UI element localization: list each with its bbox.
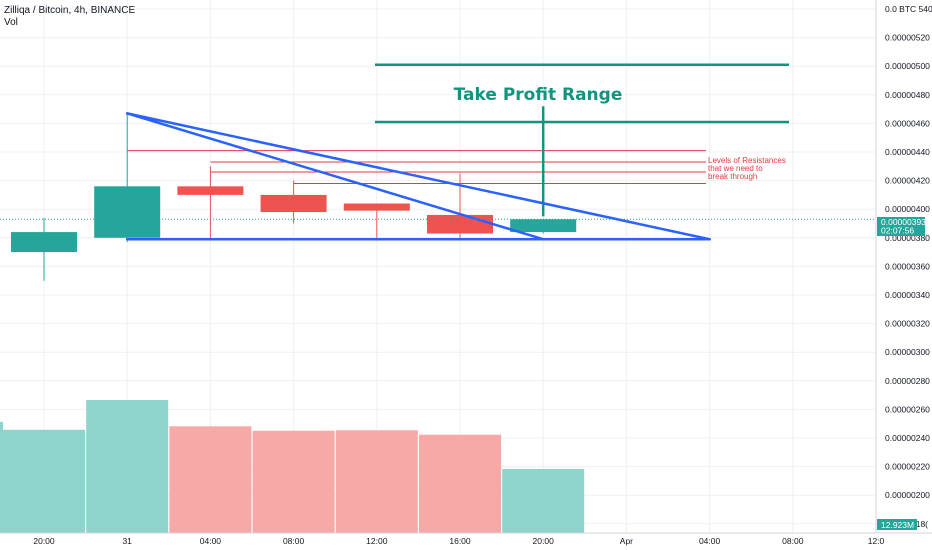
- volume-bar: [252, 430, 335, 533]
- time-axis-tick-label: 12:00: [366, 536, 388, 546]
- price-axis-background: [876, 0, 932, 533]
- price-axis-tick-label: 0.00000300: [885, 347, 930, 357]
- time-axis-tick-label: 31: [122, 536, 132, 546]
- price-axis-tick-label: 0.00000340: [885, 290, 930, 300]
- last-price-badge: 0.00000393 02:07:56: [877, 217, 926, 236]
- trendline: [125, 112, 711, 241]
- resistance-note-line-3: break through: [708, 172, 757, 181]
- take-profit-label: Take Profit Range: [454, 85, 623, 105]
- price-axis-tick-label: 0.00000260: [885, 404, 930, 414]
- time-axis-background: [0, 533, 932, 550]
- candles: [11, 113, 577, 281]
- time-axis[interactable]: 20:00 31 04:00 08:00 12:00 16:00 20:00 Apr 04:00…: [0, 532, 932, 550]
- trendlines[interactable]: [0, 112, 876, 241]
- volume-bar: [502, 468, 585, 533]
- grid: [0, 0, 876, 533]
- volume-bar: [335, 430, 418, 533]
- bar-countdown: 02:07:56: [881, 226, 914, 236]
- price-axis-tick-label: 0.00000380: [885, 233, 930, 243]
- candle-body: [427, 214, 493, 234]
- price-axis-tick-label: 0.00000440: [885, 147, 930, 157]
- time-axis-tick-label: 08:00: [782, 536, 804, 546]
- trendline: [125, 112, 545, 241]
- volume-badge: 12.923M: [877, 519, 917, 530]
- volume-bars: [0, 400, 585, 533]
- price-axis-tick-label: 0.00000480: [885, 90, 930, 100]
- price-axis-tick-label: 0.00000420: [885, 176, 930, 186]
- candle-body: [177, 186, 244, 195]
- candle-body: [260, 194, 327, 213]
- price-axis-tick-label: 0.00000520: [885, 33, 930, 43]
- price-axis-tick-label: 0.00000500: [885, 61, 930, 71]
- price-axis-tick-label: 0.00000400: [885, 204, 930, 214]
- time-axis-tick-label: 12:0: [868, 536, 885, 546]
- resistance-lines[interactable]: [127, 150, 706, 184]
- price-axis-tick-label: 0.00000200: [885, 490, 930, 500]
- price-axis-tick-label: 0.00000320: [885, 319, 930, 329]
- candle-body: [11, 232, 77, 253]
- time-axis-tick-label: 04:00: [699, 536, 721, 546]
- time-axis-tick-label: 04:00: [200, 536, 222, 546]
- volume-bar: [419, 434, 501, 533]
- volume-bar: [86, 400, 169, 533]
- price-axis-tick-label: 0.0 BTC 540: [885, 4, 932, 14]
- candle-body: [510, 219, 577, 233]
- take-profit-lines[interactable]: [375, 63, 789, 217]
- chart-annotations: Take Profit Range Levels of Resistances …: [454, 85, 786, 181]
- last-price-value: 0.00000393: [881, 217, 926, 227]
- price-axis-tick-label: 0.00000460: [885, 118, 930, 128]
- time-axis-tick-label: 16:00: [449, 536, 471, 546]
- price-axis-tick-label: 0.00000280: [885, 376, 930, 386]
- volume-bar: [169, 426, 252, 533]
- price-axis[interactable]: 0.0 BTC 540 0.00000520 0.00000500 0.0000048…: [875, 0, 932, 550]
- symbol-title[interactable]: Zilliqa / Bitcoin, 4h, BINANCE: [4, 5, 136, 16]
- volume-value: 12.923M: [881, 520, 914, 530]
- volume-indicator-label[interactable]: Vol: [4, 17, 18, 28]
- price-axis-tick-label: 0.00000360: [885, 261, 930, 271]
- volume-bar: [0, 421, 3, 533]
- resistance-note-line-2: that we need to: [708, 164, 763, 173]
- time-axis-tick-label: Apr: [620, 536, 633, 546]
- volume-bar: [3, 429, 85, 533]
- resistance-note-line-1: Levels of Resistances: [708, 156, 786, 165]
- time-axis-tick-label: 20:00: [33, 536, 55, 546]
- price-axis-tick-label: 0.00000220: [885, 462, 930, 472]
- price-axis-tick-label: 0.00000240: [885, 433, 930, 443]
- time-axis-tick-label: 20:00: [533, 536, 555, 546]
- time-axis-tick-label: 08:00: [283, 536, 305, 546]
- candle-body: [343, 203, 410, 211]
- candle-body: [94, 186, 161, 238]
